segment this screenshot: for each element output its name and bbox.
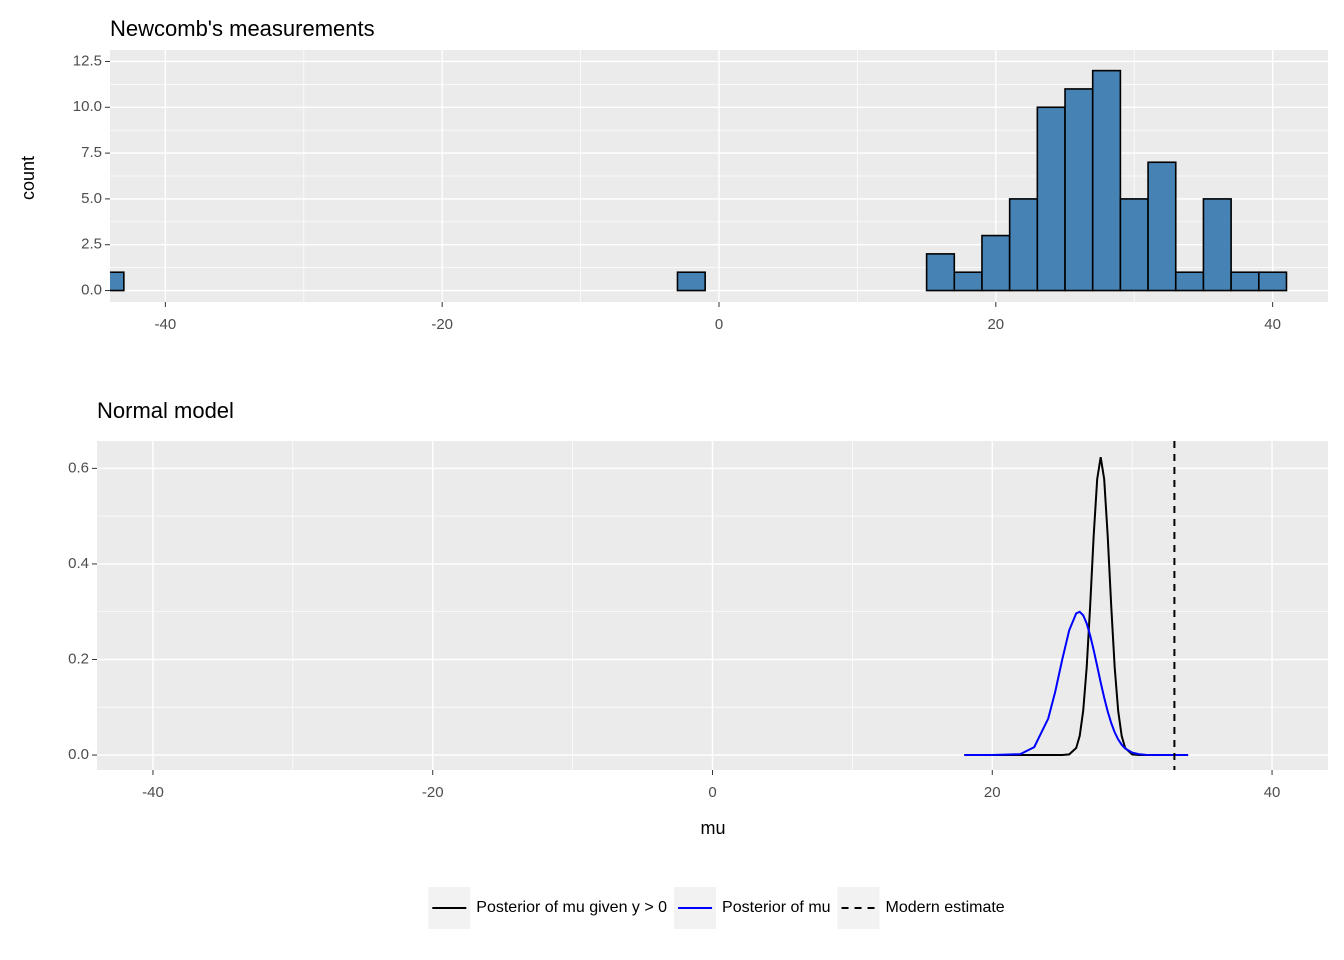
legend-label: Posterior of mu bbox=[722, 899, 830, 916]
y-tick-label: 0.6 bbox=[68, 459, 89, 476]
bar bbox=[1064, 88, 1094, 292]
bar bbox=[676, 271, 706, 292]
y-axis-title: count bbox=[18, 156, 38, 200]
bar bbox=[1147, 161, 1177, 292]
bar bbox=[1091, 69, 1122, 292]
plot-area bbox=[964, 441, 1189, 770]
bar bbox=[953, 271, 983, 292]
y-tick-label: 10.0 bbox=[73, 98, 102, 115]
bar bbox=[1119, 198, 1149, 292]
plot-area bbox=[110, 69, 1288, 292]
y-tick-label: 0.0 bbox=[81, 282, 102, 299]
y-tick-label: 7.5 bbox=[81, 144, 102, 161]
line bbox=[964, 610, 1189, 757]
chart-title: Normal model bbox=[97, 398, 234, 423]
bar bbox=[1230, 271, 1260, 292]
x-tick-label: 40 bbox=[1264, 784, 1281, 801]
y-tick-label: 0.2 bbox=[68, 650, 89, 667]
y-tick-label: 12.5 bbox=[73, 52, 102, 69]
y-tick-label: 5.0 bbox=[81, 190, 102, 207]
bar bbox=[1174, 271, 1205, 292]
chart-title: Newcomb's measurements bbox=[110, 16, 375, 41]
y-tick-label: 0.0 bbox=[68, 746, 89, 763]
x-tick-label: 40 bbox=[1264, 316, 1281, 333]
x-tick-label: 20 bbox=[984, 784, 1001, 801]
bar bbox=[1202, 198, 1232, 292]
x-tick-label: -40 bbox=[142, 784, 164, 801]
legend-label: Modern estimate bbox=[886, 899, 1005, 916]
x-tick-label: 0 bbox=[708, 784, 716, 801]
x-tick-label: -40 bbox=[155, 316, 177, 333]
x-axis-title: mu bbox=[700, 818, 725, 838]
bar bbox=[1008, 198, 1039, 292]
bar bbox=[981, 234, 1011, 292]
x-tick-label: 20 bbox=[987, 316, 1004, 333]
legend-label: Posterior of mu given y > 0 bbox=[476, 899, 667, 916]
x-tick-label: -20 bbox=[431, 316, 453, 333]
legend: Posterior of mu given y > 0 Posterior of … bbox=[428, 887, 1005, 929]
bar bbox=[1036, 106, 1066, 292]
bar bbox=[1257, 271, 1288, 292]
bar bbox=[110, 271, 125, 292]
y-tick-label: 2.5 bbox=[81, 236, 102, 253]
y-tick-label: 0.4 bbox=[68, 555, 89, 572]
bar bbox=[925, 253, 956, 292]
x-tick-label: -20 bbox=[422, 784, 444, 801]
x-tick-label: 0 bbox=[715, 316, 723, 333]
